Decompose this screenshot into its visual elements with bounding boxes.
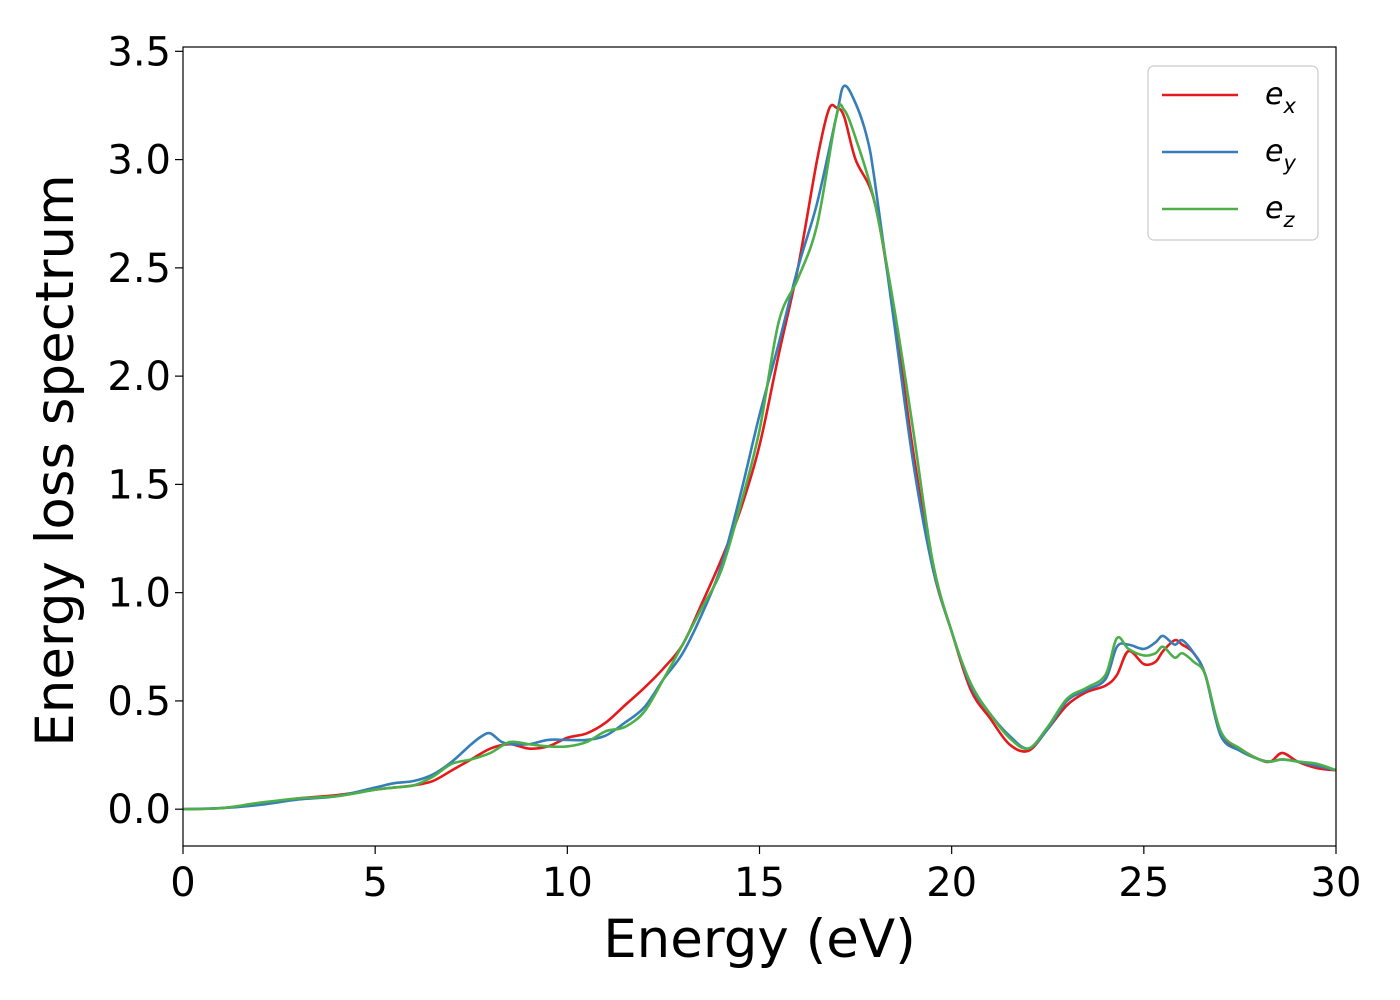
x-tick-label: 10 <box>542 860 593 906</box>
y-tick-label: 0.0 <box>107 787 171 833</box>
x-tick-label: 15 <box>734 860 785 906</box>
y-tick-label: 1.5 <box>107 462 171 508</box>
x-tick-label: 0 <box>170 860 195 906</box>
y-tick-label: 2.5 <box>107 246 171 292</box>
y-axis-label: Energy loss spectrum <box>25 174 86 746</box>
legend: ex ey ez <box>1147 65 1319 241</box>
x-axis: 0 5 10 15 20 25 30 <box>170 846 1361 906</box>
y-tick-label: 0.5 <box>107 679 171 725</box>
series-line-z <box>182 103 1337 811</box>
legend-label-x: ex <box>1265 77 1296 118</box>
x-tick-label: 5 <box>362 860 387 906</box>
y-tick-label: 1.0 <box>107 571 171 617</box>
plot-lines <box>182 84 1337 811</box>
x-tick-label: 25 <box>1118 860 1169 906</box>
x-axis-label: Energy (eV) <box>603 909 916 970</box>
y-tick-label: 3.5 <box>107 29 171 75</box>
series-line-x <box>182 103 1337 811</box>
legend-label-z: ez <box>1265 191 1295 232</box>
x-tick-label: 20 <box>926 860 977 906</box>
x-tick-label: 30 <box>1311 860 1362 906</box>
y-axis: 0.0 0.5 1.0 1.5 2.0 2.5 3.0 3.5 <box>107 29 183 833</box>
legend-label-y: ey <box>1265 134 1296 175</box>
y-tick-label: 3.0 <box>107 138 171 184</box>
y-tick-label: 2.0 <box>107 354 171 400</box>
series-line-y <box>182 84 1337 811</box>
